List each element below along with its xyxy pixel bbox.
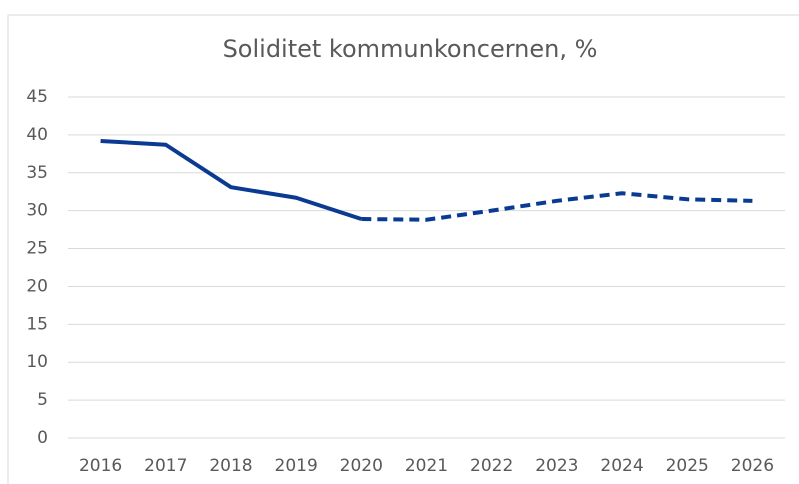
chart-frame	[7, 14, 799, 484]
y-tick-label: 25	[26, 239, 48, 259]
x-tick-label: 2018	[209, 456, 252, 476]
x-tick-label: 2017	[144, 456, 187, 476]
x-tick-label: 2021	[405, 456, 448, 476]
y-tick-label: 20	[26, 276, 48, 296]
y-tick-label: 30	[26, 201, 48, 221]
y-tick-label: 10	[26, 352, 48, 372]
x-tick-label: 2026	[731, 456, 774, 476]
y-tick-label: 0	[37, 428, 48, 448]
x-tick-label: 2022	[470, 456, 513, 476]
x-tick-label: 2023	[535, 456, 578, 476]
x-tick-label: 2024	[600, 456, 643, 476]
y-tick-label: 40	[26, 125, 48, 145]
line-series	[361, 191, 753, 222]
line-series	[100, 138, 362, 221]
y-tick-label: 15	[26, 314, 48, 334]
x-tick-label: 2019	[275, 456, 318, 476]
x-tick-label: 2020	[340, 456, 383, 476]
y-tick-label: 35	[26, 163, 48, 183]
x-tick-label: 2016	[79, 456, 122, 476]
y-tick-label: 5	[37, 390, 48, 410]
x-tick-label: 2025	[666, 456, 709, 476]
y-tick-label: 45	[26, 87, 48, 107]
chart-title: Soliditet kommunkoncernen, %	[223, 35, 598, 63]
